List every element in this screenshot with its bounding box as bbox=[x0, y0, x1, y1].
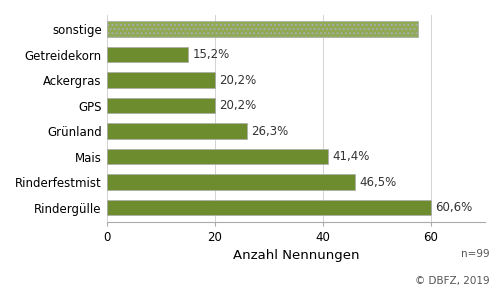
Bar bbox=[106, 72, 214, 88]
Bar bbox=[106, 200, 431, 215]
Bar bbox=[106, 149, 328, 164]
Text: 46,5%: 46,5% bbox=[360, 176, 397, 189]
Text: © DBFZ, 2019: © DBFZ, 2019 bbox=[416, 276, 490, 286]
Bar bbox=[106, 21, 418, 37]
Text: n=99: n=99 bbox=[462, 249, 490, 259]
Bar bbox=[106, 46, 188, 63]
X-axis label: Anzahl Nennungen: Anzahl Nennungen bbox=[232, 249, 359, 262]
Bar bbox=[106, 123, 247, 139]
Text: 15,2%: 15,2% bbox=[192, 48, 230, 61]
Bar bbox=[106, 174, 356, 190]
Text: 20,2%: 20,2% bbox=[219, 99, 256, 112]
Text: 60,6%: 60,6% bbox=[436, 201, 472, 214]
Text: 26,3%: 26,3% bbox=[252, 125, 288, 138]
Bar bbox=[106, 98, 214, 114]
Text: 41,4%: 41,4% bbox=[332, 150, 370, 163]
Text: 20,2%: 20,2% bbox=[219, 74, 256, 86]
